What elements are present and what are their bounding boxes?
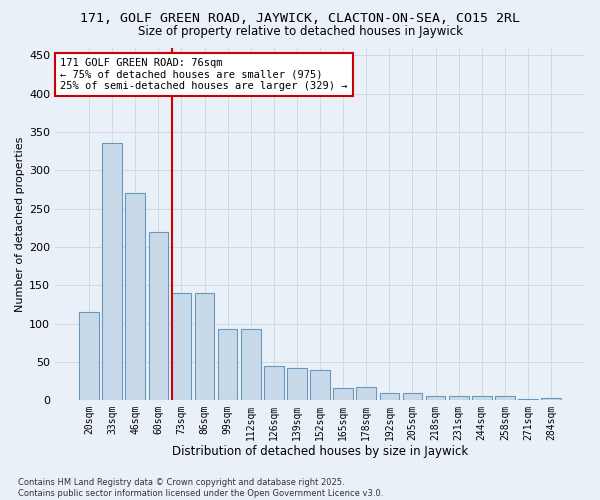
Bar	[334, 388, 353, 400]
Text: Contains HM Land Registry data © Crown copyright and database right 2025.
Contai: Contains HM Land Registry data © Crown c…	[18, 478, 383, 498]
Bar	[287, 368, 307, 400]
Bar	[195, 293, 214, 400]
Bar	[472, 396, 491, 400]
Bar	[356, 387, 376, 400]
Bar	[264, 366, 284, 400]
Bar	[172, 293, 191, 400]
X-axis label: Distribution of detached houses by size in Jaywick: Distribution of detached houses by size …	[172, 444, 468, 458]
Bar	[495, 396, 515, 400]
Bar	[149, 232, 168, 400]
Bar	[103, 144, 122, 400]
Bar	[380, 392, 399, 400]
Bar	[310, 370, 330, 400]
Y-axis label: Number of detached properties: Number of detached properties	[15, 136, 25, 312]
Bar	[541, 398, 561, 400]
Text: Size of property relative to detached houses in Jaywick: Size of property relative to detached ho…	[137, 25, 463, 38]
Text: 171 GOLF GREEN ROAD: 76sqm
← 75% of detached houses are smaller (975)
25% of sem: 171 GOLF GREEN ROAD: 76sqm ← 75% of deta…	[61, 58, 348, 92]
Bar	[241, 329, 260, 400]
Bar	[449, 396, 469, 400]
Text: 171, GOLF GREEN ROAD, JAYWICK, CLACTON-ON-SEA, CO15 2RL: 171, GOLF GREEN ROAD, JAYWICK, CLACTON-O…	[80, 12, 520, 26]
Bar	[403, 392, 422, 400]
Bar	[125, 193, 145, 400]
Bar	[426, 396, 445, 400]
Bar	[79, 312, 99, 400]
Bar	[218, 329, 238, 400]
